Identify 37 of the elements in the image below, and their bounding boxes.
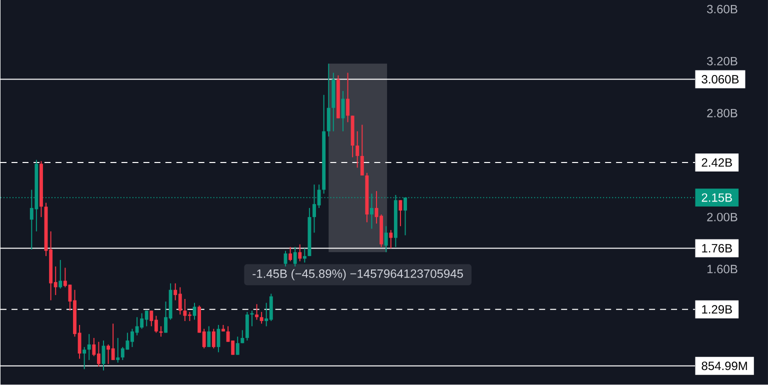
- y-tick-label: 3.20B: [707, 56, 738, 66]
- candlestick: [398, 200, 402, 227]
- candlestick: [240, 330, 244, 344]
- y-tick-label: 2.80B: [707, 108, 738, 118]
- candlestick: [216, 324, 220, 353]
- candlestick: [58, 260, 62, 290]
- ref-line-label: 1.29B: [702, 305, 732, 314]
- candlestick: [87, 334, 91, 361]
- y-tick-label: 1.60B: [707, 264, 738, 274]
- candlestick: [302, 248, 306, 264]
- candlestick: [236, 336, 240, 356]
- candlestick: [326, 63, 330, 138]
- candlestick: [116, 338, 120, 364]
- candlestick: [207, 326, 211, 348]
- candlestick: [346, 72, 350, 123]
- candlestick: [260, 312, 264, 324]
- ref-line-label: 2.42B: [702, 158, 732, 167]
- ref-line-label: 854.99M: [702, 362, 747, 370]
- candlestick: [250, 310, 254, 327]
- candlestick: [389, 230, 393, 249]
- candlestick: [293, 246, 297, 268]
- y-tick-label: 2.00B: [707, 212, 738, 222]
- candlestick: [212, 328, 216, 349]
- candlestick: [288, 246, 292, 262]
- ref-line-label: 3.060B: [702, 75, 739, 84]
- ref-line-label: 2.15B: [702, 193, 732, 202]
- candlestick: [255, 304, 258, 320]
- candlestick: [384, 226, 388, 253]
- candlestick: [360, 124, 364, 176]
- candlestick: [245, 312, 249, 342]
- candlestick: [298, 244, 302, 262]
- ref-line-label: 1.76B: [702, 244, 732, 253]
- candlestick: [192, 302, 196, 320]
- candlestick: [82, 346, 86, 370]
- y-tick-label: 3.60B: [707, 4, 738, 14]
- annotation: -1.45B (−45.89%) −1457964123705945: [252, 269, 463, 280]
- candlestick: [356, 130, 360, 168]
